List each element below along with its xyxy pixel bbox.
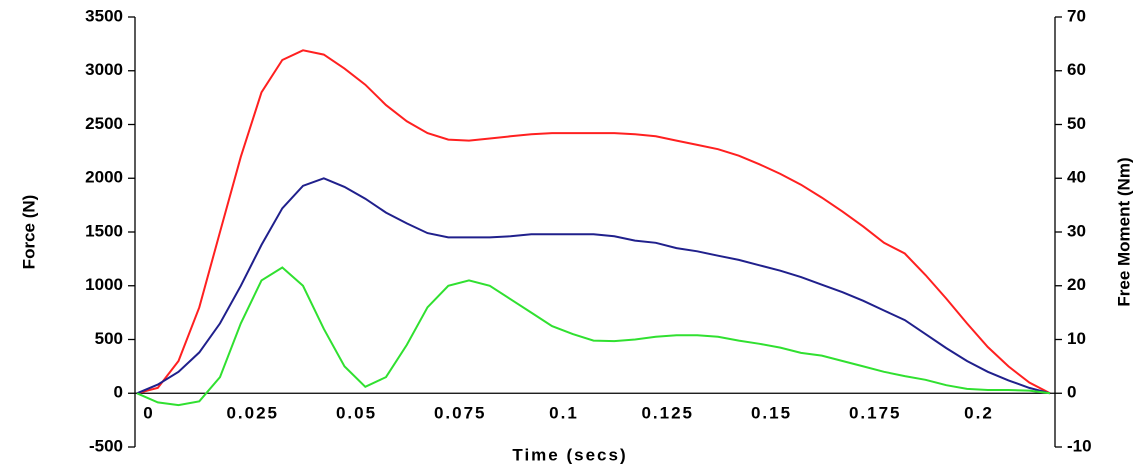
y2-tick-label: -10: [1067, 436, 1092, 455]
x-axis-label: Time (secs): [512, 445, 627, 464]
series-line: [136, 177, 1051, 395]
series-line: [136, 266, 1051, 407]
y-tick-label: 3000: [85, 60, 123, 79]
x-tick-label: 0.15: [751, 404, 792, 423]
x-tick-label: 0: [143, 404, 154, 423]
y-axis-label: Force (N): [19, 195, 38, 270]
y-tick-label: 1500: [85, 221, 123, 240]
x-tick-label: 0.05: [336, 404, 377, 423]
y-tick-label: -500: [89, 436, 123, 455]
y-tick-label: 0: [114, 383, 123, 402]
y-tick-label: 1000: [85, 275, 123, 294]
series-line: [136, 49, 1051, 395]
y2-tick-label: 30: [1067, 221, 1086, 240]
y2-tick-label: 0: [1067, 383, 1076, 402]
x-tick-label: 0.075: [434, 404, 487, 423]
y2-tick-label: 70: [1067, 6, 1086, 25]
x-tick-label: 0.2: [964, 404, 994, 423]
y2-tick-label: 60: [1067, 60, 1086, 79]
y-tick-label: 500: [95, 329, 123, 348]
x-tick-label: 0.1: [549, 404, 579, 423]
y2-tick-label: 50: [1067, 114, 1086, 133]
y2-tick-label: 10: [1067, 329, 1086, 348]
y-tick-label: 2500: [85, 114, 123, 133]
y2-tick-label: 20: [1067, 275, 1086, 294]
y-tick-label: 3500: [85, 6, 123, 25]
y-tick-label: 2000: [85, 168, 123, 187]
y2-tick-label: 40: [1067, 168, 1086, 187]
x-tick-label: 0.175: [849, 404, 902, 423]
y2-axis-label: Free Moment (Nm): [1114, 157, 1133, 306]
x-tick-label: 0.025: [226, 404, 279, 423]
x-tick-label: 0.125: [641, 404, 694, 423]
